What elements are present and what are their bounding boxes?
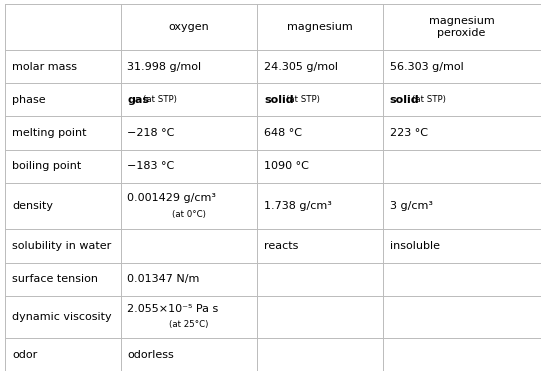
Text: molar mass: molar mass [12, 62, 77, 72]
Text: oxygen: oxygen [168, 22, 209, 32]
Text: 0.01347 N/m: 0.01347 N/m [127, 274, 200, 284]
Text: surface tension: surface tension [12, 274, 98, 284]
Text: (at STP): (at STP) [286, 95, 321, 104]
Text: solubility in water: solubility in water [12, 241, 111, 251]
Text: 3 g/cm³: 3 g/cm³ [390, 201, 432, 211]
Text: 31.998 g/mol: 31.998 g/mol [127, 62, 201, 72]
Text: 223 °C: 223 °C [390, 128, 428, 138]
Text: magnesium: magnesium [287, 22, 353, 32]
Text: 0.001429 g/cm³: 0.001429 g/cm³ [127, 193, 216, 203]
Text: 1.738 g/cm³: 1.738 g/cm³ [264, 201, 332, 211]
Text: (at 25°C): (at 25°C) [169, 320, 209, 329]
Text: 1090 °C: 1090 °C [264, 161, 309, 171]
Text: odorless: odorless [127, 350, 174, 360]
Text: −183 °C: −183 °C [127, 161, 175, 171]
Text: insoluble: insoluble [390, 241, 440, 251]
Text: solid: solid [264, 95, 294, 105]
Text: solid: solid [390, 95, 419, 105]
Text: reacts: reacts [264, 241, 298, 251]
Text: −218 °C: −218 °C [127, 128, 175, 138]
Text: melting point: melting point [12, 128, 86, 138]
Text: (at STP): (at STP) [143, 95, 176, 104]
Text: 56.303 g/mol: 56.303 g/mol [390, 62, 464, 72]
Text: 648 °C: 648 °C [264, 128, 302, 138]
Text: 24.305 g/mol: 24.305 g/mol [264, 62, 338, 72]
Text: phase: phase [12, 95, 45, 105]
Text: 2.055×10⁻⁵ Pa s: 2.055×10⁻⁵ Pa s [127, 304, 219, 314]
Text: dynamic viscosity: dynamic viscosity [12, 312, 111, 322]
Text: (at 0°C): (at 0°C) [172, 210, 206, 219]
Text: odor: odor [12, 350, 37, 360]
Text: boiling point: boiling point [12, 161, 81, 171]
Text: density: density [12, 201, 53, 211]
Text: gas: gas [127, 95, 150, 105]
Text: (at STP): (at STP) [412, 95, 446, 104]
Text: magnesium
peroxide: magnesium peroxide [429, 16, 495, 38]
